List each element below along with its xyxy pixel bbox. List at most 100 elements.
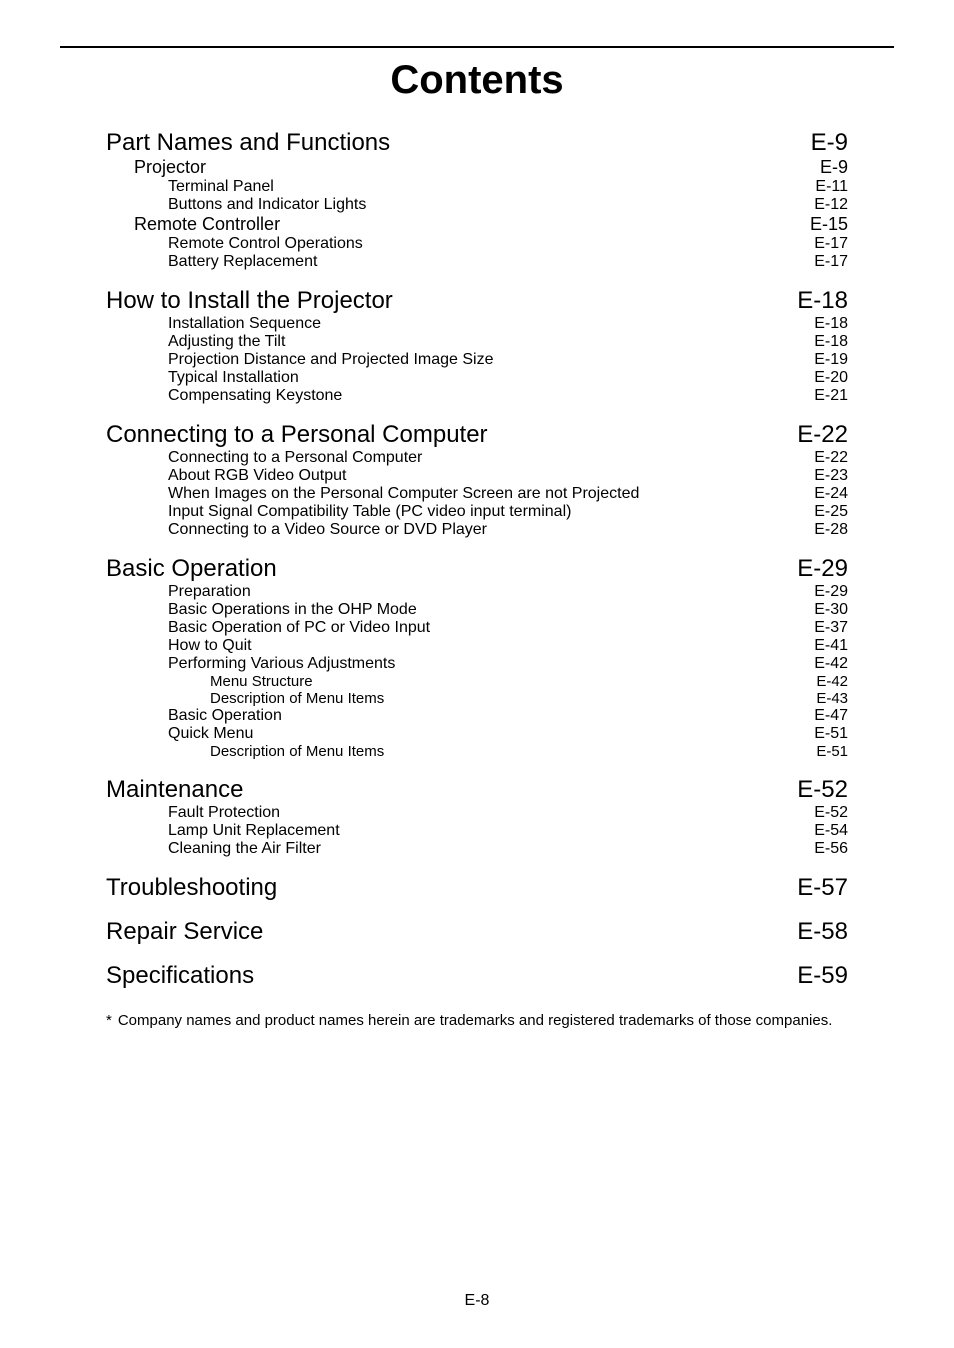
toc-page: E-19	[814, 351, 848, 369]
toc-row: How to Install the Projector E-18	[106, 287, 848, 315]
toc-row: Installation SequenceE-18	[168, 315, 848, 333]
toc-row: When Images on the Personal Computer Scr…	[168, 485, 848, 503]
toc-page: E-54	[814, 822, 848, 840]
toc-label: Specifications	[106, 962, 254, 990]
toc-label: Basic Operation	[168, 707, 282, 725]
toc-page: E-23	[814, 467, 848, 485]
toc-page: E-41	[814, 637, 848, 655]
toc-label: Description of Menu Items	[210, 690, 384, 707]
toc-page: E-22	[814, 449, 848, 467]
toc-page: E-21	[814, 387, 848, 405]
toc-label: Connecting to a Personal Computer	[106, 421, 488, 449]
toc-label: Lamp Unit Replacement	[168, 822, 340, 840]
toc-label: Fault Protection	[168, 804, 280, 822]
toc-label: Battery Replacement	[168, 253, 317, 271]
toc-label: Part Names and Functions	[106, 129, 390, 157]
page-number: E-8	[0, 1292, 954, 1310]
toc-page: E-15	[810, 214, 848, 235]
toc-label: Compensating Keystone	[168, 387, 342, 405]
toc-row: Part Names and Functions E-9	[106, 129, 848, 157]
toc-row: Projection Distance and Projected Image …	[168, 351, 848, 369]
toc-row: Repair Service E-58	[106, 918, 848, 946]
toc-row: Specifications E-59	[106, 962, 848, 990]
toc-label: Menu Structure	[210, 673, 313, 690]
toc-row: Compensating Keystone E-21	[168, 387, 848, 405]
footnote-marker: *	[106, 1012, 112, 1029]
toc-row: Typical InstallationE-20	[168, 369, 848, 387]
footnote-text: Company names and product names herein a…	[118, 1012, 833, 1029]
toc-row: Performing Various AdjustmentsE-42	[168, 655, 848, 673]
toc-page: E-42	[814, 655, 848, 673]
toc-label: When Images on the Personal Computer Scr…	[168, 485, 639, 503]
toc-page: E-22	[797, 421, 848, 449]
toc-row: Adjusting the Tilt E-18	[168, 333, 848, 351]
toc-row: Basic Operation of PC or Video InputE-37	[168, 619, 848, 637]
toc-page: E-51	[814, 725, 848, 743]
toc-page: E-25	[814, 503, 848, 521]
toc-label: Basic Operation of PC or Video Input	[168, 619, 430, 637]
toc-label: Troubleshooting	[106, 874, 277, 902]
toc-label: Basic Operation	[106, 555, 277, 583]
toc-label: Connecting to a Personal Computer	[168, 449, 422, 467]
toc-row: Remote Controller E-15	[134, 214, 848, 235]
toc-label: Projection Distance and Projected Image …	[168, 351, 494, 369]
toc-row: Terminal PanelE-11	[168, 178, 848, 196]
table-of-contents: Part Names and FunctionsE-9ProjectorE-9T…	[60, 129, 894, 990]
toc-row: Remote Control Operations E-17	[168, 235, 848, 253]
toc-row: Projector E-9	[134, 157, 848, 178]
top-rule	[60, 46, 894, 48]
toc-page: E-52	[797, 776, 848, 804]
toc-row: Input Signal Compatibility Table (PC vid…	[168, 503, 848, 521]
page-title: Contents	[60, 58, 894, 103]
toc-row: TroubleshootingE-57	[106, 874, 848, 902]
toc-label: Projector	[134, 157, 206, 178]
toc-page: E-58	[797, 918, 848, 946]
toc-row: About RGB Video Output E-23	[168, 467, 848, 485]
toc-page: E-29	[797, 555, 848, 583]
toc-page: E-42	[816, 673, 848, 690]
footnote: * Company names and product names herein…	[106, 1012, 848, 1029]
toc-label: Remote Controller	[134, 214, 280, 235]
toc-row: Lamp Unit Replacement E-54	[168, 822, 848, 840]
toc-page: E-18	[797, 287, 848, 315]
toc-page: E-18	[814, 333, 848, 351]
toc-label: Cleaning the Air Filter	[168, 840, 321, 858]
toc-label: Repair Service	[106, 918, 263, 946]
toc-row: Battery Replacement E-17	[168, 253, 848, 271]
toc-page: E-17	[814, 235, 848, 253]
toc-row: Description of Menu ItemsE-43	[210, 690, 848, 707]
toc-label: How to Install the Projector	[106, 287, 393, 315]
toc-label: How to Quit	[168, 637, 252, 655]
toc-page: E-24	[814, 485, 848, 503]
toc-page: E-59	[797, 962, 848, 990]
toc-row: Basic Operation E-29	[106, 555, 848, 583]
toc-label: About RGB Video Output	[168, 467, 346, 485]
toc-page: E-30	[814, 601, 848, 619]
toc-label: Buttons and Indicator Lights	[168, 196, 366, 214]
toc-page: E-56	[814, 840, 848, 858]
toc-label: Remote Control Operations	[168, 235, 363, 253]
page-root: Contents Part Names and FunctionsE-9Proj…	[0, 0, 954, 1348]
toc-label: Input Signal Compatibility Table (PC vid…	[168, 503, 571, 521]
toc-page: E-51	[816, 743, 848, 760]
toc-row: Connecting to a Personal Computer E-22	[106, 421, 848, 449]
toc-page: E-52	[814, 804, 848, 822]
toc-page: E-17	[814, 253, 848, 271]
toc-row: Basic Operations in the OHP ModeE-30	[168, 601, 848, 619]
toc-page: E-29	[814, 583, 848, 601]
toc-row: Buttons and Indicator LightsE-12	[168, 196, 848, 214]
toc-row: Connecting to a Personal Computer E-22	[168, 449, 848, 467]
toc-row: Preparation E-29	[168, 583, 848, 601]
toc-label: Quick Menu	[168, 725, 253, 743]
toc-page: E-20	[814, 369, 848, 387]
toc-label: Description of Menu Items	[210, 743, 384, 760]
toc-row: Basic OperationE-47	[168, 707, 848, 725]
toc-row: Fault Protection E-52	[168, 804, 848, 822]
toc-label: Preparation	[168, 583, 251, 601]
toc-row: How to Quit E-41	[168, 637, 848, 655]
toc-page: E-9	[811, 129, 848, 157]
toc-label: Adjusting the Tilt	[168, 333, 285, 351]
toc-label: Installation Sequence	[168, 315, 321, 333]
toc-row: Menu Structure E-42	[210, 673, 848, 690]
toc-page: E-9	[820, 157, 848, 178]
